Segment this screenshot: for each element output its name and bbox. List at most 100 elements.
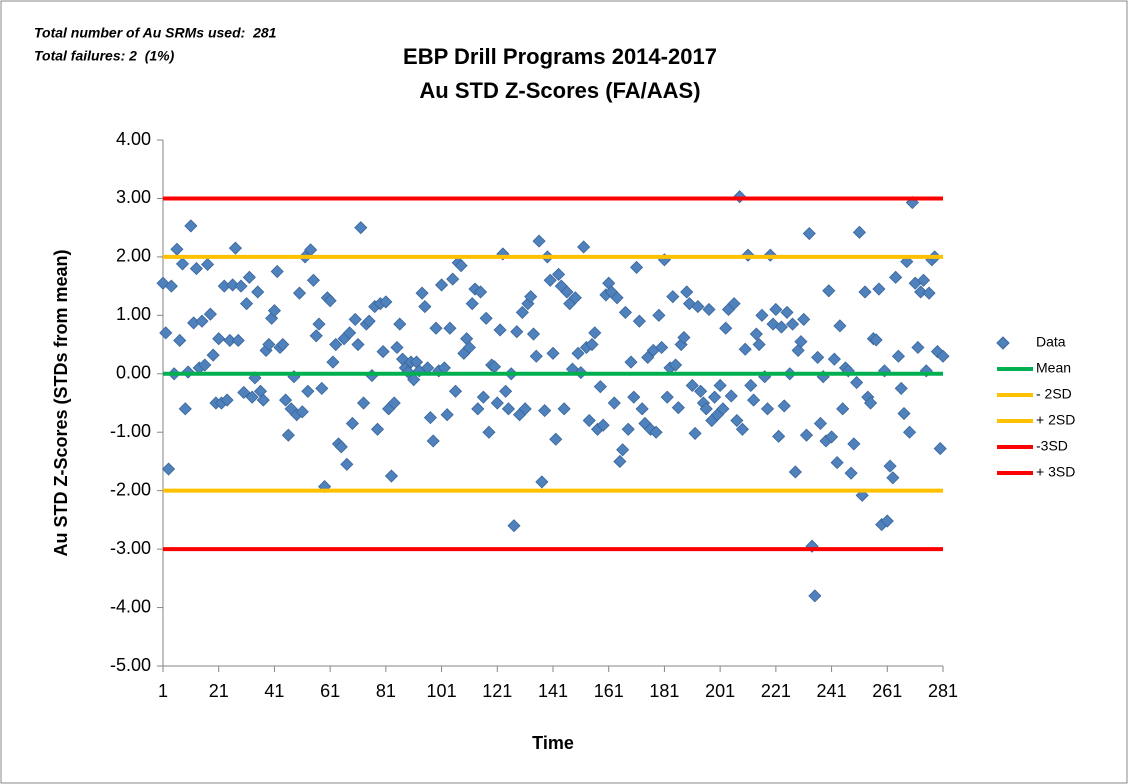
data-point xyxy=(407,373,421,387)
data-point xyxy=(343,326,357,340)
y-tick-label: -3.00 xyxy=(110,538,151,558)
y-tick-label: 2.00 xyxy=(116,246,151,266)
data-point xyxy=(677,330,691,345)
data-point xyxy=(744,378,758,393)
data-point xyxy=(462,340,476,355)
data-point xyxy=(593,380,607,394)
chart-title: Au STD Z-Scores (FA/AAS) xyxy=(419,78,700,103)
data-point xyxy=(632,314,646,328)
data-point xyxy=(393,317,407,331)
data-point xyxy=(577,240,591,254)
data-point xyxy=(582,413,596,428)
data-point xyxy=(429,321,443,335)
data-point xyxy=(162,462,176,476)
data-point xyxy=(262,337,276,352)
data-point xyxy=(607,396,621,410)
data-point xyxy=(426,434,440,448)
data-point xyxy=(641,350,655,364)
data-point xyxy=(786,317,800,331)
data-point xyxy=(621,422,635,436)
data-point xyxy=(309,329,323,343)
data-point xyxy=(465,297,479,311)
data-point xyxy=(270,264,284,279)
data-point xyxy=(852,225,866,239)
data-point xyxy=(267,304,281,318)
data-point xyxy=(549,432,563,446)
data-point xyxy=(351,337,365,352)
y-tick-label: 4.00 xyxy=(116,129,151,149)
data-point xyxy=(560,285,574,299)
data-point xyxy=(699,402,713,416)
data-point xyxy=(156,276,170,290)
data-point xyxy=(652,308,666,322)
y-tick-label: 3.00 xyxy=(116,187,151,207)
data-point xyxy=(499,384,513,398)
legend-label: + 3SD xyxy=(1036,464,1075,480)
data-point xyxy=(334,440,348,454)
legend-label: Mean xyxy=(1036,360,1071,376)
data-point xyxy=(306,273,320,287)
y-tick-label: -5.00 xyxy=(110,655,151,675)
data-point xyxy=(189,262,203,276)
data-point xyxy=(660,390,674,404)
data-point xyxy=(880,514,894,528)
data-point xyxy=(841,364,855,378)
data-point xyxy=(649,425,663,439)
data-point xyxy=(315,381,329,395)
y-tick-label: 0.00 xyxy=(116,363,151,383)
data-point xyxy=(220,393,234,407)
data-point xyxy=(312,317,326,331)
legend-label: + 2SD xyxy=(1036,412,1075,428)
data-point xyxy=(844,466,858,480)
data-point xyxy=(237,385,251,400)
data-point xyxy=(883,459,897,473)
data-point xyxy=(482,425,496,439)
data-point xyxy=(735,422,749,436)
data-point xyxy=(919,364,933,378)
data-point xyxy=(627,390,641,404)
data-point xyxy=(226,278,240,292)
data-point xyxy=(630,260,644,274)
data-point xyxy=(479,311,493,325)
data-point xyxy=(348,312,362,326)
data-point xyxy=(610,291,624,305)
data-point xyxy=(858,285,872,299)
data-point xyxy=(869,333,883,347)
data-point xyxy=(916,273,931,287)
x-tick-label: 41 xyxy=(264,681,284,701)
data-point xyxy=(769,302,783,317)
annotation: Total number of Au SRMs used: 281 xyxy=(34,25,277,41)
data-point xyxy=(671,401,685,415)
data-point xyxy=(518,402,532,416)
data-point xyxy=(760,402,775,416)
data-point xyxy=(240,297,254,311)
data-point xyxy=(616,443,630,457)
data-point xyxy=(524,290,538,304)
data-point xyxy=(900,254,914,269)
data-point xyxy=(510,325,524,339)
x-tick-label: 61 xyxy=(320,681,340,701)
y-tick-label: -1.00 xyxy=(110,421,151,441)
data-point xyxy=(933,442,947,456)
data-point xyxy=(532,234,546,248)
data-point xyxy=(911,340,925,355)
data-point xyxy=(691,300,705,314)
data-point xyxy=(546,346,560,360)
data-point xyxy=(730,413,744,428)
data-point xyxy=(159,326,173,340)
x-tick-label: 261 xyxy=(872,681,902,701)
data-point xyxy=(914,285,928,299)
y-tick-label: 1.00 xyxy=(116,304,151,324)
y-tick-label: -2.00 xyxy=(110,479,151,499)
data-point xyxy=(830,456,844,470)
data-point xyxy=(326,355,340,369)
x-tick-label: 201 xyxy=(705,681,735,701)
data-point xyxy=(791,343,805,357)
data-point xyxy=(655,340,669,355)
data-point xyxy=(836,402,850,416)
legend-label: -3SD xyxy=(1036,438,1068,454)
x-tick-label: 221 xyxy=(761,681,791,701)
data-point xyxy=(234,279,248,293)
data-point xyxy=(345,416,359,431)
data-point xyxy=(231,333,245,348)
